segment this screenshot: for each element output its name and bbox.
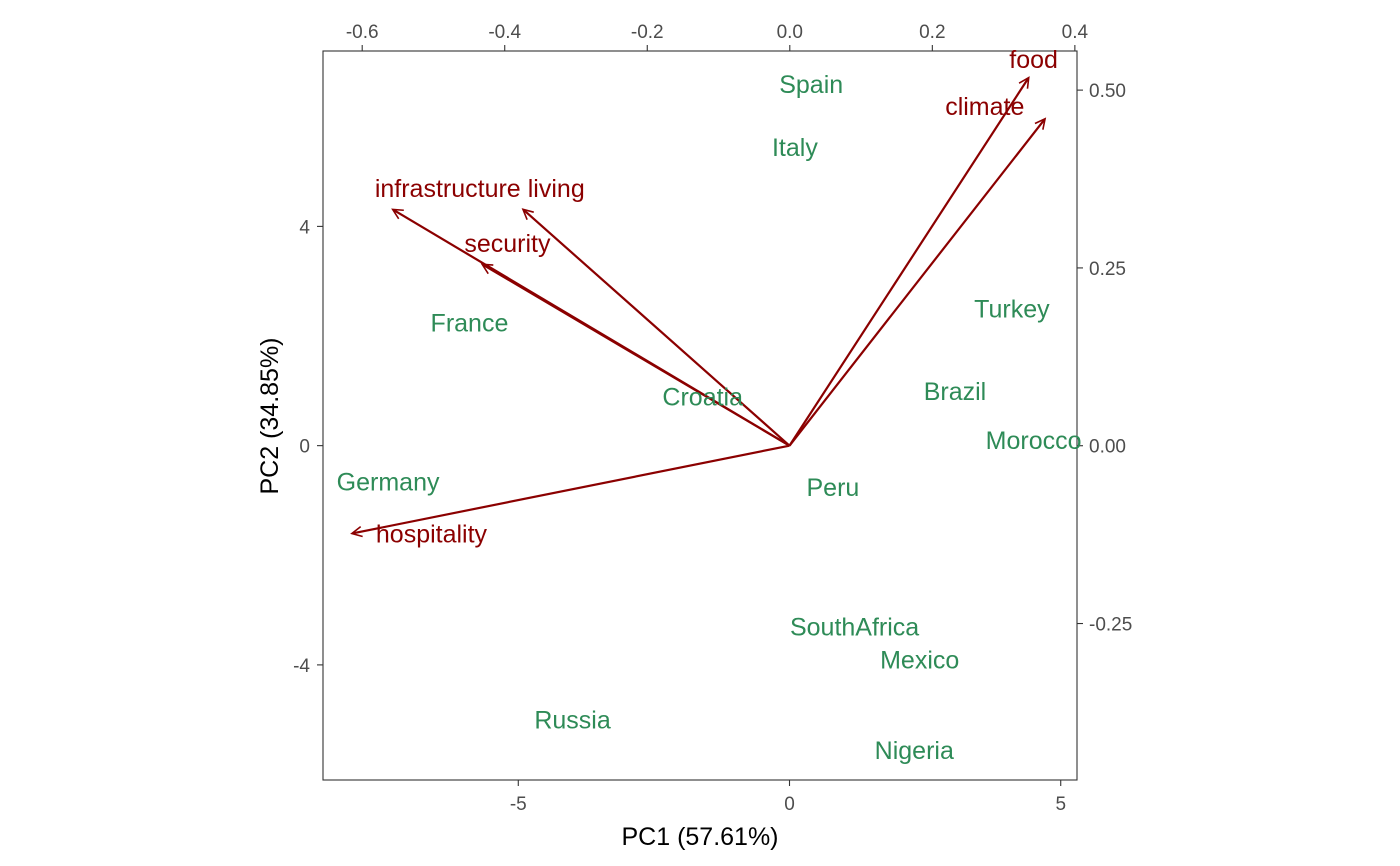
top-tick-label: 0.0: [777, 22, 803, 43]
top-tick-label: -0.2: [631, 22, 664, 43]
obs-label-morocco: Morocco: [986, 427, 1082, 455]
obs-label-mexico: Mexico: [880, 646, 959, 674]
loading-arrow-living: [521, 208, 791, 447]
var-label-infrastructure: infrastructure: [375, 175, 521, 203]
x-axis-title: PC1 (57.61%): [621, 823, 778, 851]
obs-label-france: France: [431, 309, 509, 337]
obs-label-germany: Germany: [337, 468, 440, 496]
axes-group: -5 0 5 -4 0 4 -0.6 -0.4 -0.2 0.0 0.2 0.4 -0.25 0.00 0.…: [293, 22, 1132, 815]
loading-arrow-climate: [788, 117, 1047, 447]
var-label-climate: climate: [945, 93, 1024, 121]
loading-arrows: [350, 76, 1047, 538]
top-tick-label: -0.4: [488, 22, 521, 43]
right-tick-label: 0.50: [1089, 81, 1126, 102]
top-tick-label: -0.6: [346, 22, 379, 43]
var-label-security: security: [464, 230, 551, 258]
y-tick-label: 4: [299, 217, 310, 238]
y-tick-label: -4: [293, 656, 310, 677]
obs-label-nigeria: Nigeria: [875, 737, 954, 765]
top-tick-label: 0.4: [1062, 22, 1089, 43]
obs-label-croatia: Croatia: [662, 383, 743, 411]
point-labels: Spain Italy France Croatia Turkey Brazil Moroc…: [337, 46, 1082, 765]
obs-label-turkey: Turkey: [974, 296, 1050, 324]
y-tick-label: 0: [299, 437, 310, 458]
right-tick-label: -0.25: [1089, 615, 1132, 636]
plot-panel: [322, 50, 1078, 781]
y-axis-title: PC2 (34.85%): [256, 337, 284, 494]
obs-label-peru: Peru: [806, 474, 859, 502]
top-tick-label: 0.2: [919, 22, 945, 43]
obs-label-italy: Italy: [772, 134, 818, 162]
obs-label-spain: Spain: [779, 71, 843, 99]
right-tick-label: 0.25: [1089, 259, 1126, 280]
obs-label-russia: Russia: [534, 707, 611, 735]
var-label-food: food: [1009, 46, 1058, 74]
right-tick-label: 0.00: [1089, 437, 1126, 458]
x-tick-label: 5: [1055, 794, 1066, 815]
x-tick-label: -5: [510, 794, 527, 815]
loading-arrow-hospitality: [350, 444, 790, 538]
obs-label-brazil: Brazil: [924, 378, 987, 406]
loading-arrow-food: [788, 76, 1030, 447]
obs-label-southafrica: SouthAfrica: [790, 614, 919, 642]
var-label-hospitality: hospitality: [376, 520, 488, 548]
var-label-living: living: [528, 175, 585, 203]
loading-arrow-security: [480, 263, 791, 447]
x-tick-label: 0: [784, 794, 795, 815]
